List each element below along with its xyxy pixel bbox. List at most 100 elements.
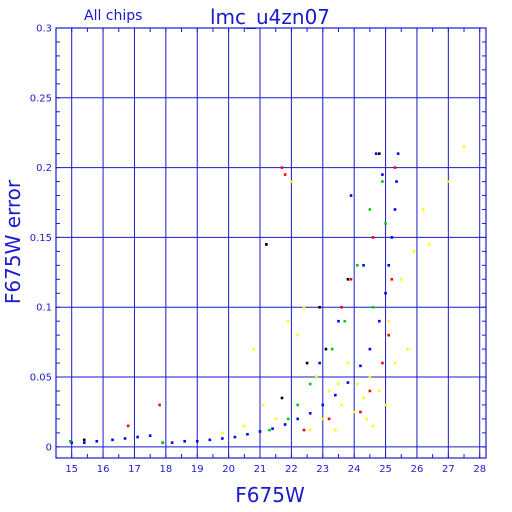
data-point (362, 396, 365, 400)
data-points (68, 145, 466, 444)
data-point (368, 375, 372, 379)
data-point (170, 441, 174, 444)
data-point (395, 180, 398, 183)
data-point (283, 173, 287, 176)
data-point (183, 439, 186, 443)
data-point (462, 145, 466, 148)
x-tick-label: 27 (442, 464, 455, 475)
data-point (274, 417, 278, 421)
data-point (377, 152, 381, 155)
data-point (161, 441, 165, 444)
data-point (158, 403, 161, 407)
x-tick-label: 18 (159, 464, 172, 475)
data-point (302, 305, 306, 309)
x-tick-label: 24 (348, 464, 361, 475)
data-point (368, 389, 372, 393)
data-point (327, 417, 331, 421)
data-point (337, 319, 340, 323)
data-point (368, 208, 372, 211)
data-point (82, 438, 86, 442)
data-point (340, 305, 343, 309)
plot-frame (55, 27, 487, 459)
data-point (337, 382, 340, 386)
x-tick-label: 16 (97, 464, 110, 475)
x-tick-label: 17 (128, 464, 141, 475)
chart-title: lmc_u4zn07 (210, 5, 330, 29)
data-point (305, 361, 309, 365)
data-point (390, 277, 394, 281)
data-point (258, 430, 262, 433)
data-point (343, 319, 347, 323)
data-point (396, 152, 400, 155)
x-tick-label: 22 (285, 464, 298, 475)
data-point (371, 305, 375, 309)
data-point (264, 243, 268, 246)
y-tick-label: 0.1 (36, 303, 52, 314)
y-tick-label: 0.15 (30, 233, 52, 244)
data-point (362, 264, 365, 267)
x-tick-label: 26 (411, 464, 424, 475)
data-point (334, 428, 337, 432)
x-axis-label: F675W (235, 483, 305, 507)
data-point (123, 437, 127, 440)
data-point (246, 432, 249, 436)
data-point (321, 403, 325, 407)
data-point (271, 427, 274, 430)
data-point (208, 438, 212, 442)
data-point (308, 382, 312, 386)
data-point (406, 347, 409, 351)
data-point (352, 410, 356, 414)
data-point (315, 375, 318, 379)
data-point (393, 361, 397, 365)
x-tick-label: 19 (191, 464, 204, 475)
data-point (387, 319, 391, 323)
data-point (374, 152, 378, 155)
data-point (377, 319, 381, 323)
data-point (261, 403, 265, 407)
data-point (346, 381, 350, 384)
y-tick-label: 0.05 (30, 373, 52, 384)
data-point (95, 439, 99, 443)
data-point (296, 403, 299, 407)
data-point (111, 438, 114, 442)
data-point (233, 435, 237, 439)
data-point (308, 428, 312, 432)
data-point (327, 389, 331, 393)
data-point (321, 417, 325, 421)
data-point (221, 437, 224, 440)
data-point (148, 434, 152, 437)
x-tick-label: 23 (316, 464, 329, 475)
data-point (381, 361, 384, 365)
data-point (365, 417, 369, 421)
data-point (399, 277, 403, 281)
data-point (346, 277, 350, 281)
data-point (384, 403, 387, 407)
data-point (381, 180, 384, 183)
data-point (126, 424, 130, 428)
data-point (421, 208, 425, 211)
data-point (296, 333, 299, 337)
data-point (136, 435, 139, 439)
data-point (280, 396, 284, 400)
data-point (318, 361, 321, 365)
data-point (252, 347, 256, 351)
data-point (334, 393, 337, 397)
data-point (447, 180, 450, 183)
data-point (359, 364, 362, 368)
data-point (368, 347, 372, 351)
data-point (195, 439, 199, 443)
y-tick-label: 0.2 (36, 163, 52, 174)
data-point (393, 166, 397, 169)
x-tick-label: 21 (254, 464, 267, 475)
data-point (324, 347, 328, 351)
data-point (221, 431, 224, 435)
data-point (330, 347, 334, 351)
data-point (428, 243, 431, 246)
data-point (340, 403, 343, 407)
y-tick-label: 0.3 (36, 24, 52, 35)
x-tick-label: 20 (222, 464, 235, 475)
data-point (290, 180, 293, 183)
ticks: 15 16 17 18 19 20 21 22 23 24 25 26 27 28 0 0.05 0.1 0.15… (30, 24, 486, 476)
data-point (70, 441, 73, 444)
